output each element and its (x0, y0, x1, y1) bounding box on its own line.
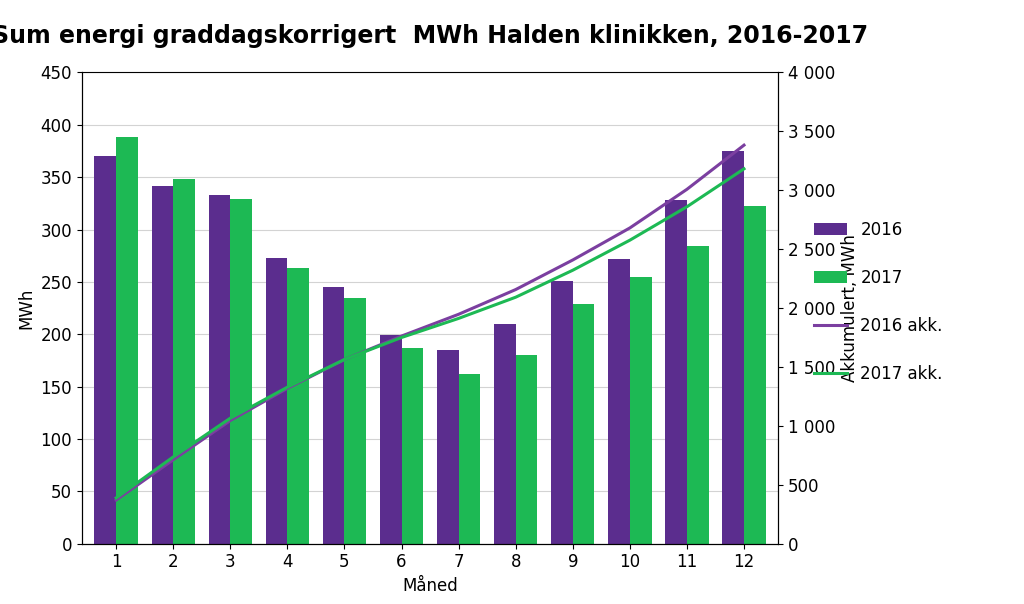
Text: Sum energi graddagskorrigert  MWh Halden klinikken, 2016-2017: Sum energi graddagskorrigert MWh Halden … (0, 24, 868, 48)
2016 akk. (282, 385, 294, 392)
Bar (288, 268, 309, 544)
Bar (572, 304, 595, 544)
2017 akk. (395, 334, 408, 341)
2016 akk. (681, 185, 693, 193)
Bar (230, 199, 252, 544)
Bar (666, 200, 687, 544)
Legend: 2016, 2017, 2016 akk., 2017 akk.: 2016, 2017, 2016 akk., 2017 akk. (807, 214, 949, 390)
2016 akk. (110, 496, 122, 504)
2017 akk. (167, 453, 179, 460)
2017 akk. (510, 294, 522, 301)
2017 akk. (224, 414, 237, 422)
Bar (173, 179, 195, 544)
Bar (94, 156, 116, 544)
Y-axis label: Akkumulert, MWh: Akkumulert, MWh (841, 234, 859, 382)
2016 akk. (738, 141, 751, 149)
2016 akk. (224, 417, 237, 424)
Bar (116, 137, 138, 544)
2017 akk. (282, 384, 294, 391)
2016 akk. (510, 286, 522, 293)
2016 akk. (338, 356, 350, 363)
Bar (265, 258, 288, 544)
Bar (323, 287, 344, 544)
2017 akk. (110, 494, 122, 501)
Bar (401, 348, 423, 544)
2016 akk. (624, 224, 636, 231)
Bar (152, 185, 173, 544)
2017 akk. (566, 266, 579, 274)
Bar (344, 298, 367, 544)
Bar (459, 374, 480, 544)
Bar (630, 277, 651, 544)
2016 akk. (395, 332, 408, 339)
Bar (551, 281, 572, 544)
2017 akk. (624, 237, 636, 244)
Bar (516, 355, 538, 544)
Y-axis label: MWh: MWh (17, 288, 35, 329)
2017 akk. (738, 165, 751, 173)
Bar (722, 151, 744, 544)
Line: 2016 akk.: 2016 akk. (116, 145, 744, 500)
Line: 2017 akk.: 2017 akk. (116, 169, 744, 498)
2016 akk. (566, 256, 579, 263)
2016 akk. (453, 310, 465, 318)
Bar (608, 259, 630, 544)
2016 akk. (167, 456, 179, 463)
Bar (209, 195, 230, 544)
2017 akk. (681, 203, 693, 210)
X-axis label: Måned: Måned (402, 577, 458, 595)
Bar (744, 207, 766, 544)
Bar (437, 350, 459, 544)
Bar (380, 335, 401, 544)
Bar (494, 324, 516, 544)
2017 akk. (338, 356, 350, 363)
2017 akk. (453, 315, 465, 322)
Bar (687, 246, 709, 544)
